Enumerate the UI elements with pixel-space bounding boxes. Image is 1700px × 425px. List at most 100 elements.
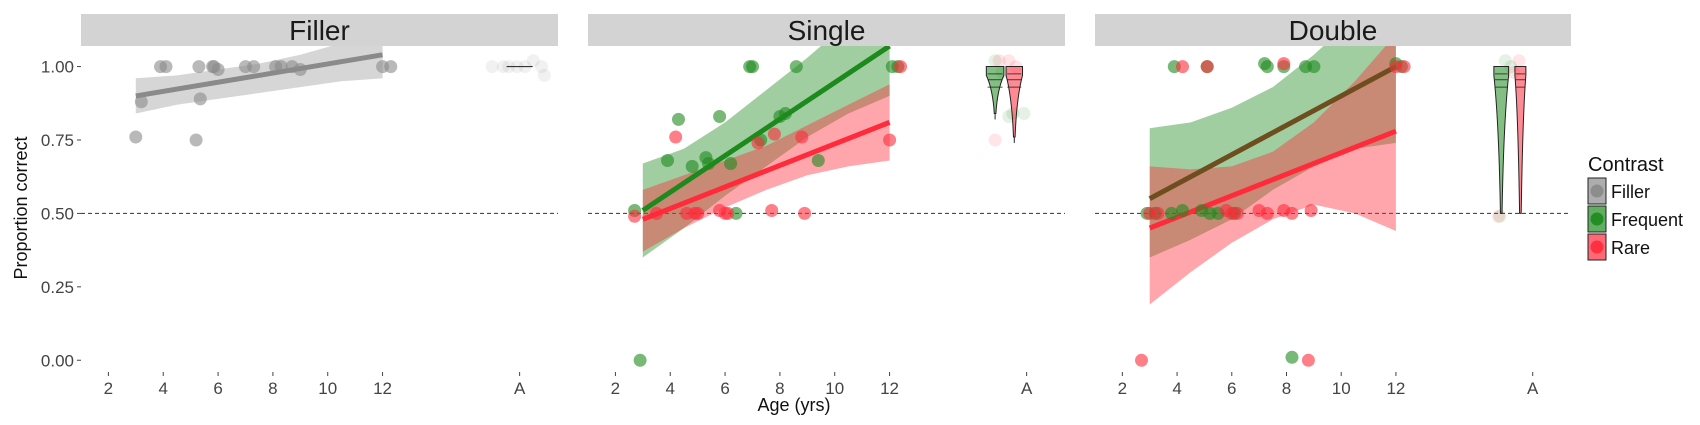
data-point-rare	[721, 206, 735, 220]
fit-line-frequent	[641, 46, 891, 213]
data-point-frequent	[713, 110, 727, 123]
data-point-frequent	[811, 154, 825, 167]
legend-key-dot	[1590, 212, 1604, 226]
data-point-filler	[193, 92, 207, 106]
data-point-frequent	[1260, 60, 1274, 74]
x-tick-label: 4	[159, 379, 168, 398]
legend-key-dot	[1590, 240, 1604, 254]
legend-label-filler: Filler	[1611, 182, 1650, 202]
data-point-rare	[691, 206, 705, 220]
data-point-frequent	[633, 353, 647, 367]
panel-title: Single	[788, 15, 866, 46]
data-point-rare	[1301, 353, 1315, 367]
data-point-frequent	[702, 157, 716, 170]
data-point-filler	[247, 60, 261, 74]
data-point-rare	[1260, 206, 1274, 220]
adult-point-filler	[537, 68, 551, 82]
fit-line-filler	[135, 52, 383, 99]
data-point-rare	[767, 127, 781, 141]
adult-point-frequent	[1017, 107, 1031, 120]
panel-title: Filler	[289, 15, 350, 46]
adult-point-filler	[526, 54, 540, 68]
data-point-rare	[765, 204, 779, 217]
adult-violin-rare	[1005, 66, 1024, 138]
x-tick-label: 10	[825, 379, 844, 398]
adult-point-filler	[535, 60, 549, 74]
y-axis-title: Proportion correct	[11, 136, 31, 279]
adult-point-filler	[496, 60, 510, 74]
panel-strip	[81, 14, 558, 46]
fit-line-frequent	[1148, 64, 1398, 201]
x-tick-label: 12	[880, 379, 899, 398]
ci-band-frequent	[642, 46, 890, 258]
data-point-filler	[192, 60, 206, 74]
data-point-frequent	[1307, 60, 1321, 74]
x-tick-label: 8	[775, 379, 784, 398]
data-point-rare	[751, 136, 765, 150]
x-tick-label: 2	[1118, 379, 1127, 398]
x-tick-label: 12	[1386, 379, 1405, 398]
data-point-frequent	[778, 107, 792, 120]
x-tick-label: 8	[268, 379, 277, 398]
data-point-rare	[1230, 206, 1244, 220]
data-point-rare	[1285, 206, 1299, 220]
legend-label-rare: Rare	[1611, 238, 1650, 258]
x-tick-label: 2	[104, 379, 113, 398]
data-point-frequent	[1176, 204, 1189, 217]
data-point-rare	[1397, 60, 1411, 74]
data-point-filler	[134, 95, 148, 109]
x-tick-label: 12	[373, 379, 392, 398]
data-point-filler	[384, 60, 398, 74]
fit-line-rare	[641, 120, 891, 222]
data-point-rare	[1304, 204, 1318, 217]
panel-double: Double 2 4 6 8 10 12 A	[1095, 14, 1571, 398]
data-point-rare	[883, 133, 897, 147]
legend-label-frequent: Frequent	[1611, 210, 1683, 230]
data-point-frequent	[672, 112, 685, 126]
x-tick-label: 6	[213, 379, 222, 398]
adult-point-filler	[485, 60, 499, 74]
x-axis-title: Age (yrs)	[757, 395, 830, 415]
data-point-frequent	[661, 154, 674, 167]
data-point-rare	[669, 130, 683, 144]
x-tick-label: A	[1021, 379, 1033, 398]
adult-point-rare	[1492, 209, 1505, 223]
y-tick-label: 1.00	[41, 58, 74, 77]
data-point-rare	[1151, 206, 1165, 220]
panel-single: Single 2 4 6 8 10 12 A	[588, 14, 1065, 398]
x-tick-label: A	[514, 379, 526, 398]
plot-area	[641, 46, 891, 258]
data-point-filler	[189, 133, 203, 147]
data-point-rare	[795, 130, 809, 144]
legend-key-dot	[1590, 184, 1604, 198]
panel-filler: Filler 2 4 6 8 10 12 A	[81, 14, 558, 398]
data-point-rare	[1200, 60, 1214, 74]
x-tick-label: 6	[1227, 379, 1236, 398]
data-point-frequent	[1285, 350, 1299, 364]
adult-point-frequent	[1493, 209, 1507, 223]
data-point-frequent	[1165, 206, 1179, 220]
adult-point-rare	[1002, 54, 1016, 68]
adult-point-frequent	[988, 54, 1002, 68]
adult-violin-frequent	[1493, 66, 1510, 214]
data-point-rare	[1277, 57, 1291, 71]
data-point-filler	[129, 130, 143, 144]
adult-violin-rare	[1514, 66, 1527, 214]
fit-line-rare	[1148, 128, 1397, 231]
x-tick-label: A	[1527, 379, 1539, 398]
data-point-frequent	[789, 60, 803, 74]
data-point-filler	[211, 63, 225, 76]
y-tick-label: 0.00	[41, 351, 74, 370]
x-tick-label: 10	[318, 379, 337, 398]
data-point-rare	[1176, 60, 1189, 74]
y-tick-label: 0.50	[41, 204, 74, 223]
data-point-rare	[650, 206, 663, 220]
ci-band-rare	[1149, 46, 1396, 305]
data-point-rare	[1135, 353, 1148, 367]
data-point-filler	[274, 60, 288, 74]
legend-title: Contrast	[1588, 154, 1664, 176]
adult-point-rare	[992, 54, 1006, 68]
panels-layer: Filler 2 4 6 8 10 12 A Single 2 4 6 8 10 12 A Double 2 4 6 8…	[81, 14, 1571, 398]
data-point-rare	[628, 209, 642, 223]
